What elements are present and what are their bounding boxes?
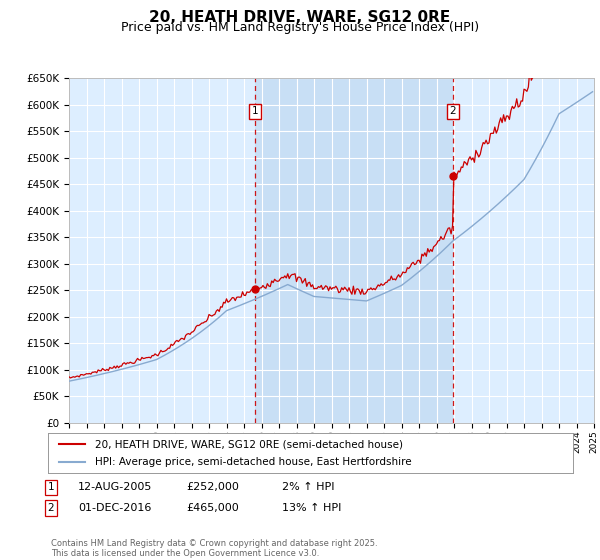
Text: 2% ↑ HPI: 2% ↑ HPI [282,482,335,492]
Text: 12-AUG-2005: 12-AUG-2005 [78,482,152,492]
Text: Price paid vs. HM Land Registry's House Price Index (HPI): Price paid vs. HM Land Registry's House … [121,21,479,34]
Text: 20, HEATH DRIVE, WARE, SG12 0RE: 20, HEATH DRIVE, WARE, SG12 0RE [149,10,451,25]
Text: 20, HEATH DRIVE, WARE, SG12 0RE (semi-detached house): 20, HEATH DRIVE, WARE, SG12 0RE (semi-de… [95,439,403,449]
Text: 1: 1 [251,106,258,116]
Text: HPI: Average price, semi-detached house, East Hertfordshire: HPI: Average price, semi-detached house,… [95,457,412,467]
Bar [255,78,452,423]
Text: 1: 1 [47,482,55,492]
Text: £252,000: £252,000 [186,482,239,492]
Text: Contains HM Land Registry data © Crown copyright and database right 2025.
This d: Contains HM Land Registry data © Crown c… [51,539,377,558]
Text: 2: 2 [47,503,55,513]
Text: 13% ↑ HPI: 13% ↑ HPI [282,503,341,513]
Text: £465,000: £465,000 [186,503,239,513]
Text: 01-DEC-2016: 01-DEC-2016 [78,503,151,513]
Text: 2: 2 [449,106,456,116]
